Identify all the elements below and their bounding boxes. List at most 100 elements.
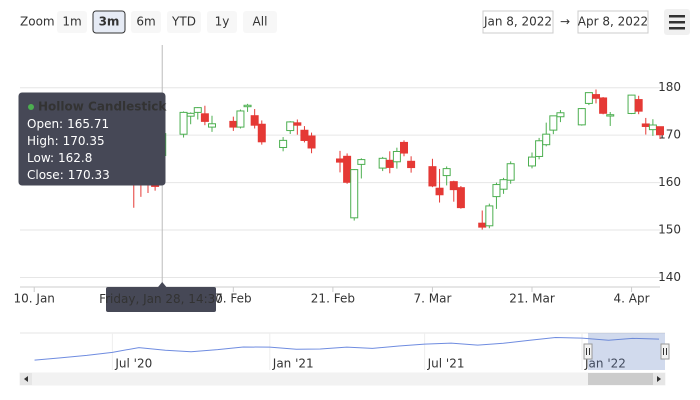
candle bbox=[456, 186, 465, 209]
candle bbox=[606, 112, 615, 126]
zoom-button-box[interactable] bbox=[167, 11, 201, 33]
navigator-handle[interactable] bbox=[660, 343, 670, 360]
series-dot bbox=[28, 104, 34, 110]
candle-body bbox=[300, 129, 309, 141]
candle bbox=[179, 111, 188, 138]
zoom-button-label[interactable]: 3m bbox=[99, 15, 120, 29]
candle-body bbox=[307, 135, 316, 149]
date-pointer bbox=[157, 282, 168, 288]
zoom-button[interactable]: YTD bbox=[167, 11, 201, 33]
candle-body bbox=[257, 123, 266, 143]
candle bbox=[542, 122, 551, 147]
candle bbox=[186, 112, 195, 125]
x-tick-label: 21. Feb bbox=[311, 292, 355, 306]
candle bbox=[592, 89, 600, 104]
candle bbox=[634, 95, 643, 115]
candle bbox=[286, 121, 295, 134]
candle-body bbox=[499, 179, 508, 190]
candle-body bbox=[485, 205, 494, 227]
navigator-handle[interactable] bbox=[583, 343, 593, 360]
y-tick-label: 180 bbox=[658, 80, 681, 94]
zoom-button-box[interactable] bbox=[131, 11, 161, 33]
zoom-button-label[interactable]: 6m bbox=[136, 15, 155, 29]
candle bbox=[279, 137, 288, 152]
navigator-tick-label: Jul '21 bbox=[427, 357, 465, 371]
x-tick-label: 21. Mar bbox=[509, 292, 555, 306]
candle bbox=[499, 177, 508, 194]
date-to[interactable]: Apr 8, 2022 bbox=[578, 15, 648, 29]
zoom-button-label[interactable]: 1m bbox=[62, 15, 81, 29]
date-input-from[interactable] bbox=[482, 10, 554, 34]
candle-body bbox=[627, 94, 636, 114]
candle-body bbox=[179, 111, 188, 135]
candle-body bbox=[286, 121, 295, 132]
candle bbox=[300, 126, 309, 143]
zoom-button[interactable]: All bbox=[243, 11, 277, 33]
zoom-button[interactable]: 1y bbox=[207, 11, 237, 33]
date-input-to[interactable] bbox=[577, 10, 649, 34]
candle bbox=[350, 169, 359, 221]
candle bbox=[556, 110, 565, 123]
candle-body bbox=[407, 160, 416, 169]
scrollbar-arrow bbox=[657, 376, 661, 382]
zoom-button[interactable]: 6m bbox=[131, 11, 161, 33]
zoom-button[interactable]: 3m bbox=[92, 10, 126, 34]
candle-body bbox=[279, 139, 288, 148]
candle bbox=[407, 156, 416, 173]
candle bbox=[485, 203, 494, 229]
zoom-button[interactable]: 1m bbox=[57, 11, 87, 33]
y-tick-label: 160 bbox=[658, 175, 681, 189]
menu-button[interactable] bbox=[664, 9, 690, 35]
candle bbox=[243, 103, 252, 112]
candle-body bbox=[592, 94, 600, 99]
scrollbar-arrow bbox=[24, 376, 28, 382]
tooltip-field: High: bbox=[27, 134, 59, 148]
candle-body bbox=[656, 126, 664, 136]
candle bbox=[392, 147, 401, 169]
candle-body bbox=[456, 187, 465, 209]
candle-body bbox=[250, 115, 259, 126]
candle bbox=[193, 107, 202, 120]
navigator-tick-label: Jul '20 bbox=[114, 357, 152, 371]
date-separator: → bbox=[560, 15, 570, 29]
candle-body bbox=[243, 104, 252, 108]
candle bbox=[250, 109, 259, 129]
candle bbox=[257, 120, 266, 145]
candle bbox=[599, 97, 608, 115]
candle-body bbox=[606, 114, 615, 117]
candle-body bbox=[435, 187, 444, 196]
candle bbox=[208, 115, 216, 132]
candle-body bbox=[428, 166, 437, 187]
zoom-button-box[interactable] bbox=[207, 11, 237, 33]
date-from[interactable]: Jan 8, 2022 bbox=[483, 15, 552, 29]
candle-body bbox=[236, 110, 245, 128]
candle bbox=[293, 119, 302, 135]
candle-body bbox=[293, 122, 302, 126]
scrollbar-thumb[interactable] bbox=[588, 373, 665, 385]
candle bbox=[449, 180, 458, 202]
candle-body bbox=[542, 133, 551, 146]
scrollbar-track bbox=[19, 372, 666, 386]
zoom-button-label[interactable]: 1y bbox=[215, 15, 230, 29]
zoom-button-box[interactable] bbox=[57, 11, 87, 33]
navigator-line bbox=[34, 337, 660, 361]
zoom-button-box[interactable] bbox=[243, 11, 277, 33]
candle-body bbox=[556, 112, 565, 118]
candle bbox=[357, 158, 366, 179]
zoom-button-box[interactable] bbox=[92, 10, 126, 34]
zoom-button-label[interactable]: All bbox=[253, 15, 268, 29]
x-tick-label: 4. Apr bbox=[614, 292, 650, 306]
candle-body bbox=[492, 184, 501, 198]
y-tick-label: 150 bbox=[658, 223, 681, 237]
candle-body bbox=[648, 124, 657, 131]
range-selector: Zoom 1m 3m 6m YTD 1y All Jan 8, 2022 → Apr 8, 202… bbox=[20, 10, 649, 34]
candle-body bbox=[528, 156, 536, 167]
candle bbox=[428, 158, 437, 188]
x-tick-label: 10. Jan bbox=[14, 292, 55, 306]
zoom-button-label[interactable]: YTD bbox=[171, 15, 196, 29]
candle bbox=[584, 92, 593, 106]
candle-body bbox=[343, 155, 352, 183]
candle bbox=[535, 137, 544, 160]
candle-body bbox=[357, 159, 366, 165]
